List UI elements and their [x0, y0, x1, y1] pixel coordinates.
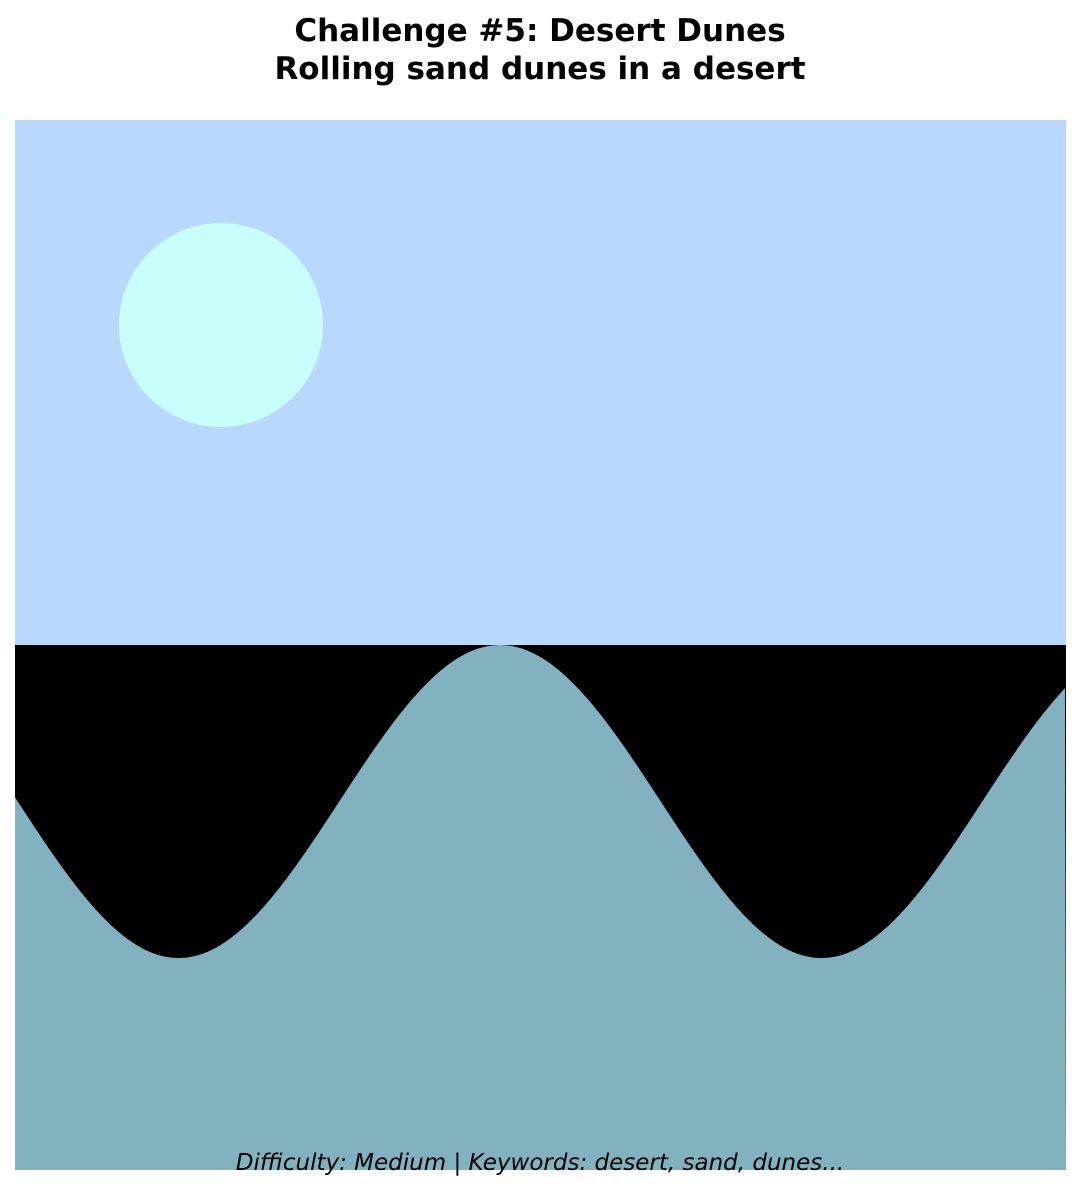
dunes [15, 645, 1066, 1170]
sun [119, 223, 323, 427]
subtitle: Rolling sand dunes in a desert [274, 51, 805, 87]
caption: Difficulty: Medium | Keywords: desert, s… [236, 1150, 844, 1176]
title: Challenge #5: Desert Dunes [294, 13, 785, 49]
